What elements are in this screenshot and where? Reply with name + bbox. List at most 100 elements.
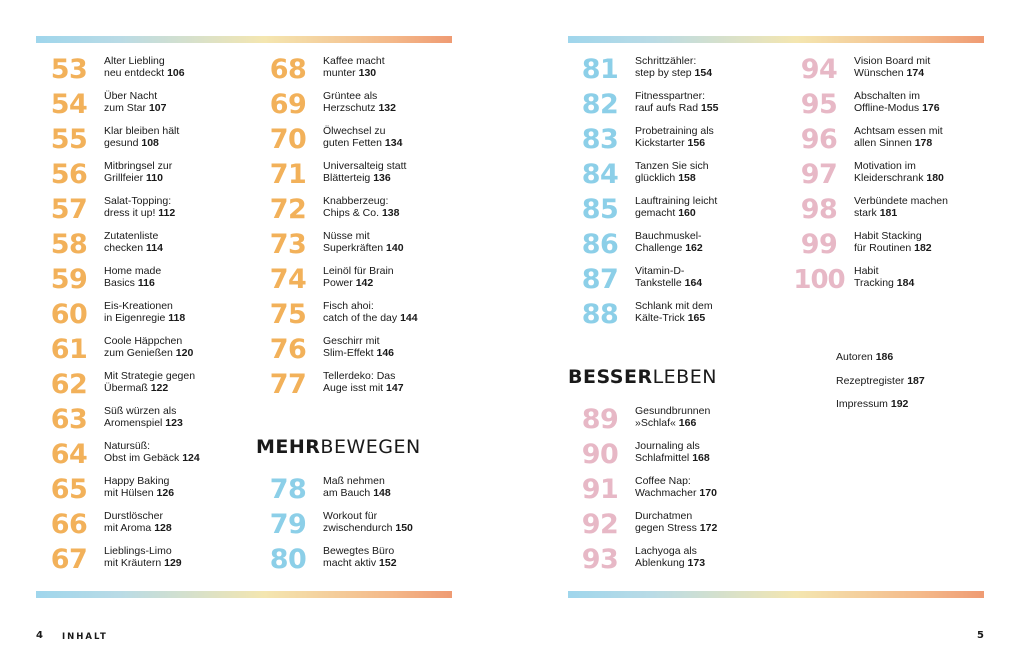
page-number: 156 bbox=[687, 137, 706, 149]
title-line-1: Schrittzähler: bbox=[635, 55, 697, 67]
title-line-2-text: neu entdeckt bbox=[104, 67, 165, 79]
title-line-1: Abschalten im bbox=[854, 90, 920, 102]
page-number: 129 bbox=[164, 557, 182, 569]
page-number: 160 bbox=[678, 207, 696, 219]
chapter-title: Lauftraining leicht gemacht 160 bbox=[635, 195, 785, 219]
title-line-1: Workout für bbox=[323, 510, 378, 522]
title-line-2: für Routinen 182 bbox=[854, 242, 1004, 254]
chapter-number: 80 bbox=[269, 544, 307, 575]
chapter-number: 58 bbox=[50, 229, 88, 260]
page-number: 176 bbox=[922, 102, 940, 114]
extra-entry-autoren: Autoren 186 bbox=[836, 351, 893, 363]
title-line-1: Fisch ahoi: bbox=[323, 300, 374, 312]
title-line-1: Klar bleiben hält bbox=[104, 125, 180, 137]
chapter-title: Tellerdeko: Das Auge isst mit 147 bbox=[323, 370, 473, 394]
title-line-1: Happy Baking bbox=[104, 475, 170, 487]
title-line-2: zwischendurch 150 bbox=[323, 522, 473, 534]
chapter-number: 55 bbox=[50, 124, 88, 155]
title-line-1: Knabberzeug: bbox=[323, 195, 389, 207]
chapter-title: Knabberzeug: Chips & Co. 138 bbox=[323, 195, 473, 219]
title-line-2: glücklich 158 bbox=[635, 172, 785, 184]
chapter-number: 57 bbox=[50, 194, 88, 225]
title-line-2-text: step by step bbox=[635, 67, 692, 79]
chapter-number: 95 bbox=[800, 89, 838, 120]
page-number: 164 bbox=[684, 277, 703, 289]
chapter-title: Klar bleiben hält gesund 108 bbox=[104, 125, 254, 149]
chapter-number: 72 bbox=[269, 194, 307, 225]
chapter-title: Fisch ahoi: catch of the day 144 bbox=[323, 300, 473, 324]
chapter-title: Zutatenliste checken 114 bbox=[104, 230, 254, 254]
title-line-2: Kälte-Trick 165 bbox=[635, 312, 785, 324]
title-line-2-text: stark bbox=[854, 207, 877, 219]
left-page-number: 4 bbox=[36, 630, 43, 641]
title-line-1: Vitamin-D- bbox=[635, 265, 685, 277]
page-number: 130 bbox=[358, 67, 377, 79]
title-line-2: Schlafmittel 168 bbox=[635, 452, 785, 464]
chapter-title: Alter Liebling neu entdeckt 106 bbox=[104, 55, 254, 79]
chapter-number: 93 bbox=[581, 544, 619, 575]
chapter-number: 70 bbox=[269, 124, 307, 155]
title-line-2-text: checken bbox=[104, 242, 144, 254]
page-number: 134 bbox=[384, 137, 403, 149]
chapter-title: Bewegtes Büro macht aktiv 152 bbox=[323, 545, 473, 569]
page-number: 173 bbox=[687, 557, 706, 569]
page-number: 158 bbox=[678, 172, 696, 184]
title-line-1: Grüntee als bbox=[323, 90, 378, 102]
chapter-number: 87 bbox=[581, 264, 619, 295]
chapter-number: 82 bbox=[581, 89, 619, 120]
chapter-title: Süß würzen als Aromenspiel 123 bbox=[104, 405, 254, 429]
chapter-number: 100 bbox=[793, 265, 845, 295]
chapter-title: Natursüß: Obst im Gebäck 124 bbox=[104, 440, 254, 464]
title-line-2: gegen Stress 172 bbox=[635, 522, 785, 534]
title-line-2: Wünschen 174 bbox=[854, 67, 1004, 79]
title-line-1: Über Nacht bbox=[104, 90, 158, 102]
chapter-title: Abschalten im Offline-Modus 176 bbox=[854, 90, 1004, 114]
title-line-2-text: Ablenkung bbox=[635, 557, 685, 569]
page-number: 132 bbox=[378, 102, 396, 114]
title-line-2-text: Basics bbox=[104, 277, 135, 289]
title-line-2-text: Challenge bbox=[635, 242, 683, 254]
page-number: 155 bbox=[700, 102, 719, 114]
chapter-number: 83 bbox=[581, 124, 619, 155]
page-number: 148 bbox=[373, 487, 391, 499]
title-line-2-text: Übermaß bbox=[104, 382, 148, 394]
title-line-2-text: Offline-Modus bbox=[854, 102, 920, 114]
title-line-2-text: gegen Stress bbox=[635, 522, 697, 534]
page-number: 120 bbox=[175, 347, 194, 359]
title-line-1: Geschirr mit bbox=[323, 335, 380, 347]
page-number: 162 bbox=[685, 242, 703, 254]
extra-page: 192 bbox=[890, 398, 909, 410]
title-line-1: Eis-Kreationen bbox=[104, 300, 173, 312]
chapter-title: Coffee Nap: Wachmacher 170 bbox=[635, 475, 785, 499]
extra-entry-impressum: Impressum 192 bbox=[836, 398, 908, 410]
title-line-1: Salat-Topping: bbox=[104, 195, 172, 207]
chapter-title: Bauchmuskel- Challenge 162 bbox=[635, 230, 785, 254]
chapter-number: 74 bbox=[269, 264, 307, 295]
title-line-2-text: munter bbox=[323, 67, 356, 79]
page-number: 107 bbox=[148, 102, 167, 114]
title-line-2: macht aktiv 152 bbox=[323, 557, 473, 569]
page-number: 140 bbox=[386, 242, 404, 254]
title-line-2-text: gemacht bbox=[635, 207, 676, 219]
chapter-number: 88 bbox=[581, 299, 619, 330]
chapter-number: 53 bbox=[50, 54, 88, 85]
title-line-2-text: Kleiderschrank bbox=[854, 172, 924, 184]
title-line-2-text: für Routinen bbox=[854, 242, 915, 254]
chapter-title: Motivation im Kleiderschrank 180 bbox=[854, 160, 1004, 184]
title-line-2: step by step 154 bbox=[635, 67, 785, 79]
page-number: 184 bbox=[896, 277, 915, 289]
page-number: 154 bbox=[694, 67, 713, 79]
right-page-number: 5 bbox=[977, 630, 984, 641]
title-line-1: Lachyoga als bbox=[635, 545, 697, 557]
chapter-title: Nüsse mit Superkräften 140 bbox=[323, 230, 473, 254]
title-line-1: Durstlöscher bbox=[104, 510, 163, 522]
chapter-title: Workout für zwischendurch 150 bbox=[323, 510, 473, 534]
title-line-2: catch of the day 144 bbox=[323, 312, 473, 324]
title-line-2: guten Fetten 134 bbox=[323, 137, 473, 149]
page-number: 138 bbox=[381, 207, 400, 219]
page-number: 170 bbox=[699, 487, 717, 499]
chapter-number: 84 bbox=[581, 159, 619, 190]
chapter-title: Vision Board mit Wünschen 174 bbox=[854, 55, 1004, 79]
chapter-number: 63 bbox=[50, 404, 88, 435]
chapter-number: 66 bbox=[50, 509, 88, 540]
